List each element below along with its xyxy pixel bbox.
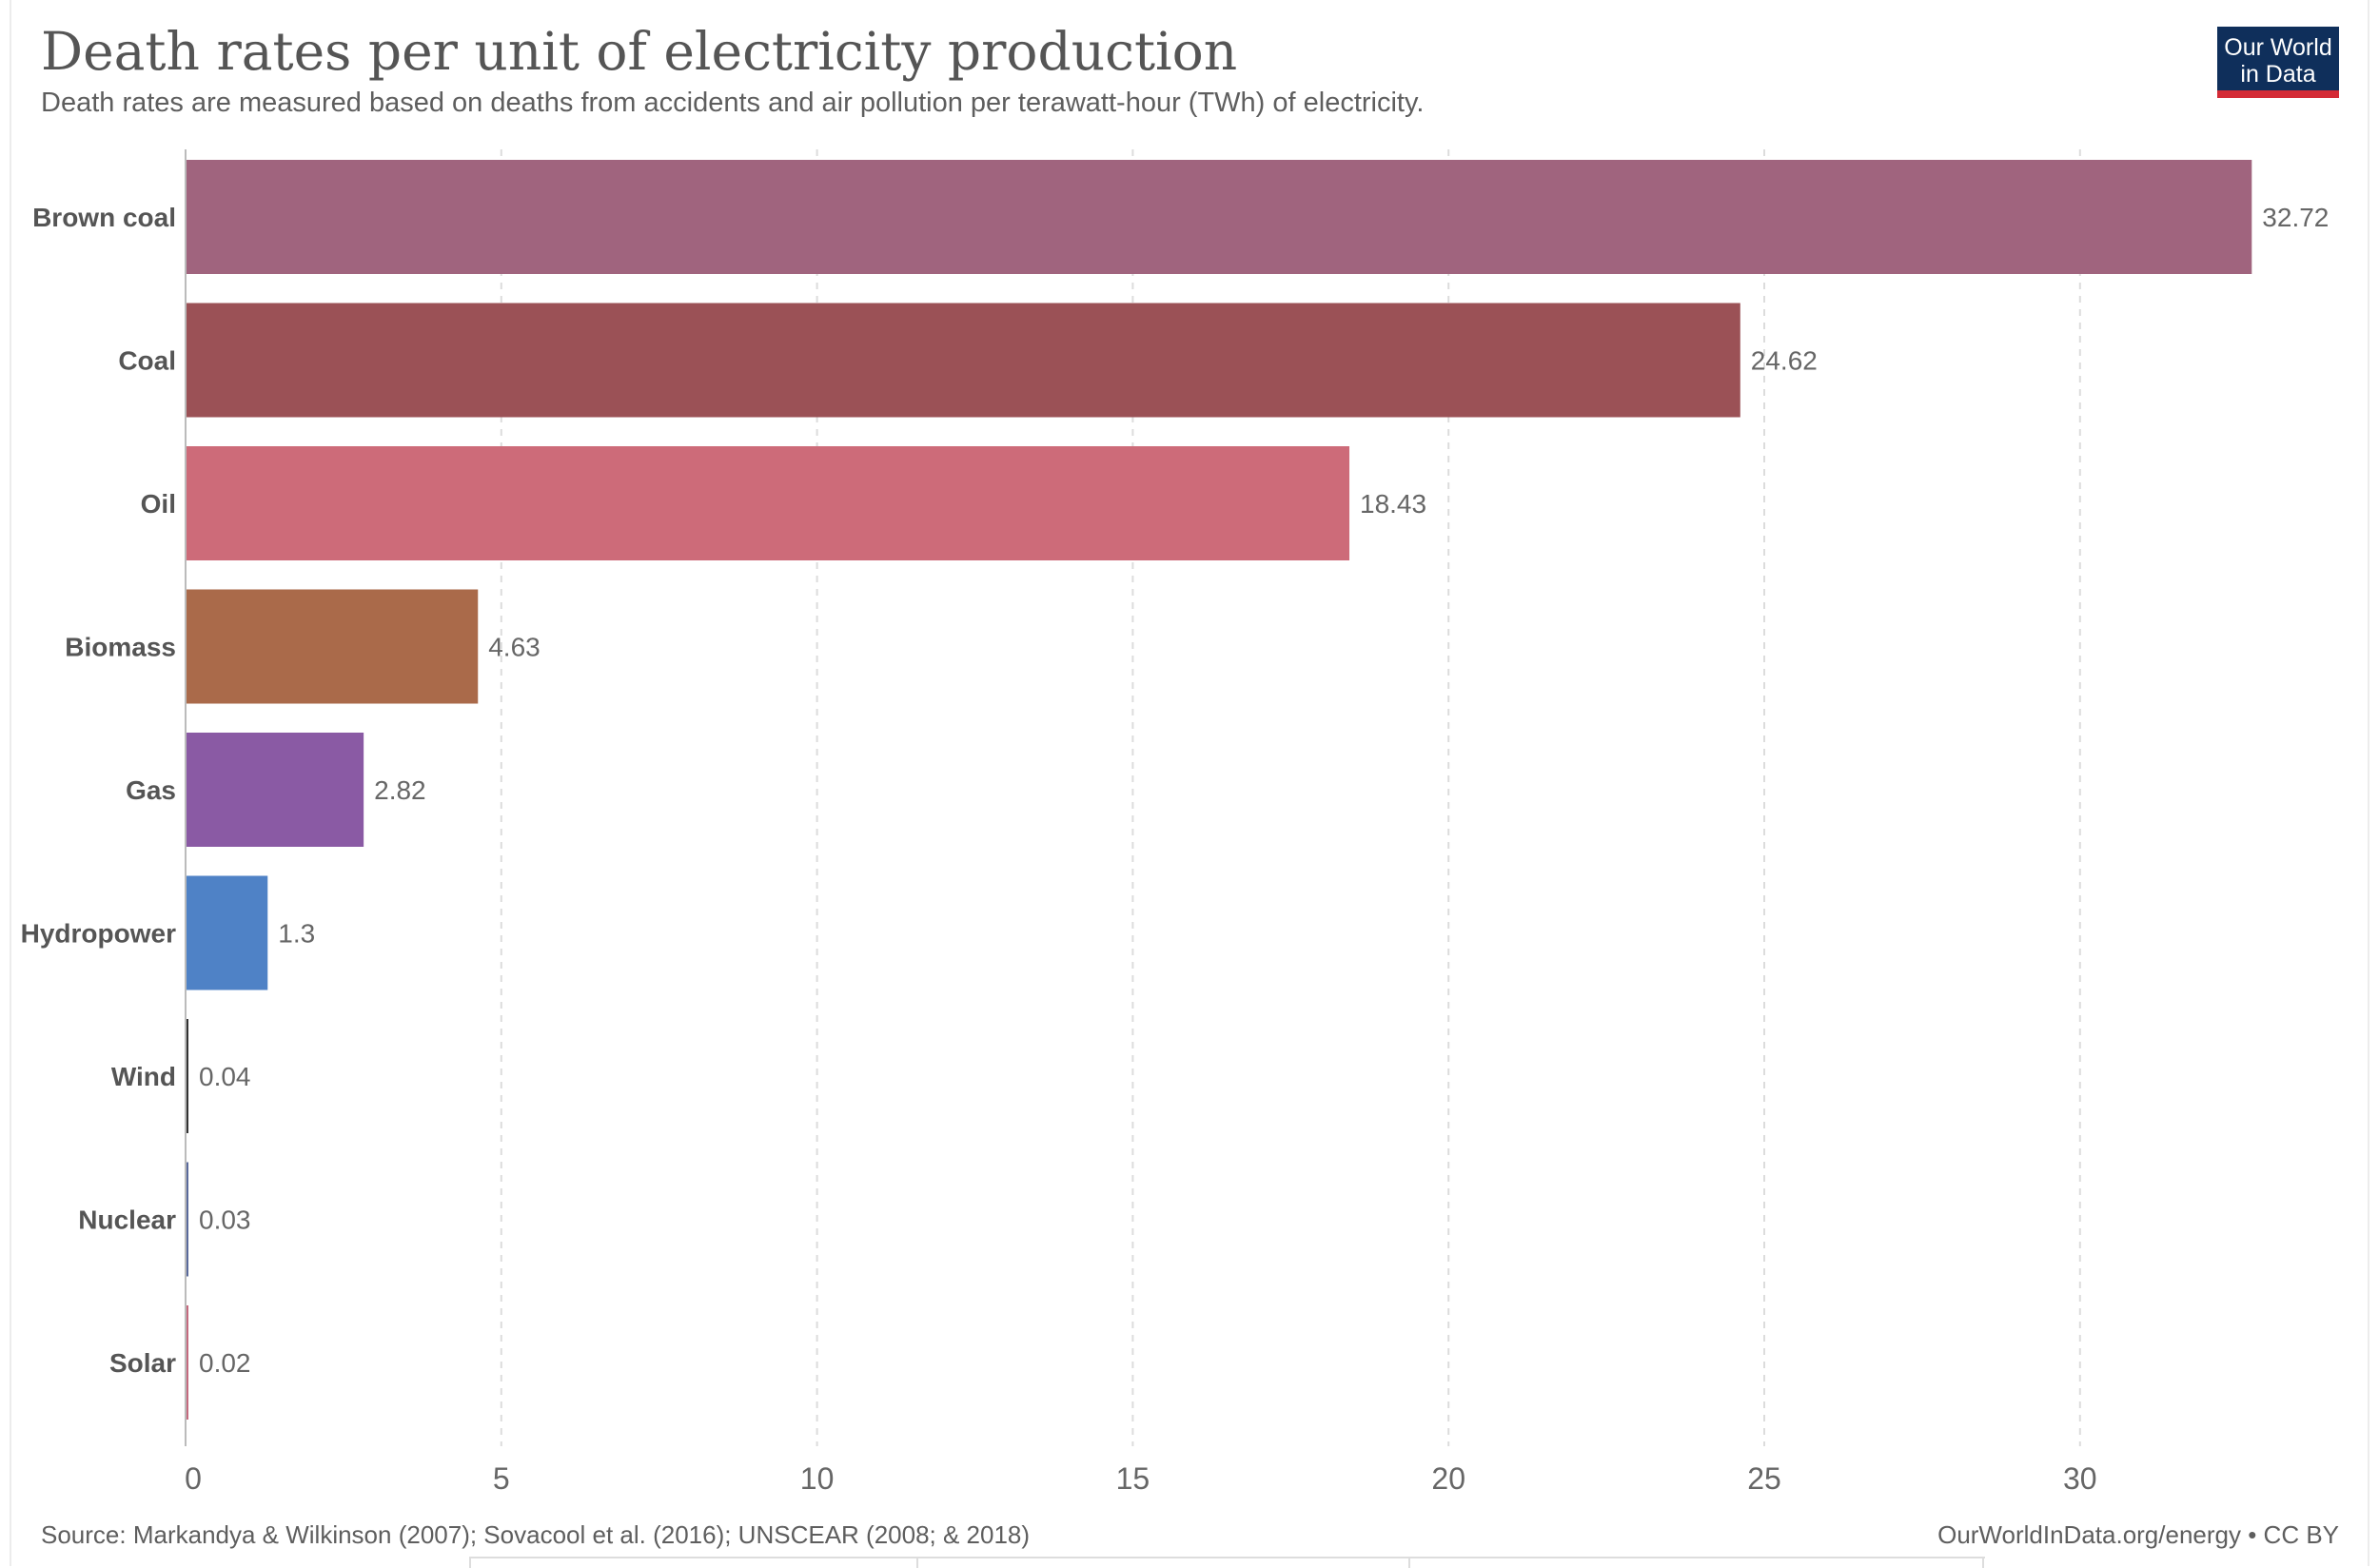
value-label: 0.03: [199, 1205, 251, 1235]
value-label: 0.02: [199, 1348, 251, 1378]
chart-bars: [186, 160, 2252, 1420]
bar-gas[interactable]: [186, 733, 364, 847]
value-label: 18.43: [1360, 489, 1426, 519]
x-tick-label: 0: [185, 1461, 202, 1496]
owid-logo-text: Our World in Data: [2217, 34, 2339, 88]
left-frame-border: [10, 0, 11, 1566]
x-tick-label: 10: [800, 1461, 835, 1496]
x-tick-label: 30: [2063, 1461, 2097, 1496]
x-axis-ticks: 0 5 10 15 20 25 30: [185, 1461, 2096, 1496]
bar-oil[interactable]: [186, 446, 1350, 560]
category-label: Wind: [111, 1062, 176, 1091]
tab-strip-4: [1982, 1557, 1985, 1568]
value-label: 2.82: [374, 775, 426, 805]
x-tick-label: 5: [493, 1461, 510, 1496]
tab-strip-1: [469, 1557, 918, 1568]
x-tick-label: 15: [1116, 1461, 1150, 1496]
category-label: Gas: [126, 775, 176, 805]
bar-solar[interactable]: [186, 1305, 188, 1420]
bar-wind[interactable]: [186, 1019, 188, 1133]
logo-line-1: Our World: [2224, 34, 2332, 61]
credit-link[interactable]: OurWorldInData.org/energy • CC BY: [1937, 1520, 2339, 1549]
bar-nuclear[interactable]: [186, 1162, 188, 1277]
category-label: Brown coal: [32, 203, 176, 232]
chart-title: Death rates per unit of electricity prod…: [41, 21, 1238, 82]
value-label: 32.72: [2262, 203, 2329, 232]
bar-brown-coal[interactable]: [186, 160, 2252, 274]
owid-logo[interactable]: Our World in Data: [2217, 27, 2339, 98]
source-note: Source: Markandya & Wilkinson (2007); So…: [41, 1520, 1031, 1549]
right-frame-border: [2368, 0, 2369, 1566]
value-label: 1.3: [278, 919, 315, 949]
x-tick-label: 25: [1747, 1461, 1781, 1496]
tab-strip-2: [916, 1557, 1410, 1568]
category-labels: Brown coal Coal Oil Biomass Gas Hydropower Win…: [21, 203, 176, 1378]
logo-line-2: in Data: [2240, 61, 2316, 88]
value-label: 0.04: [199, 1062, 251, 1091]
category-label: Solar: [109, 1348, 176, 1378]
category-label: Hydropower: [21, 919, 176, 949]
tab-strip-3: [1408, 1557, 1984, 1568]
bar-coal[interactable]: [186, 303, 1740, 418]
x-tick-label: 20: [1431, 1461, 1465, 1496]
value-label: 24.62: [1751, 346, 1818, 376]
category-label: Biomass: [65, 633, 176, 662]
value-label: 4.63: [488, 633, 541, 662]
chart-subtitle: Death rates are measured based on deaths…: [41, 88, 1425, 118]
value-labels: 32.72 24.62 18.43 4.63 2.82 1.3 0.04 0.03 0.02: [199, 203, 2329, 1378]
category-label: Oil: [141, 489, 176, 519]
category-label: Coal: [118, 346, 176, 376]
bar-hydropower[interactable]: [186, 875, 268, 990]
bar-biomass[interactable]: [186, 589, 479, 704]
category-label: Nuclear: [78, 1205, 176, 1235]
